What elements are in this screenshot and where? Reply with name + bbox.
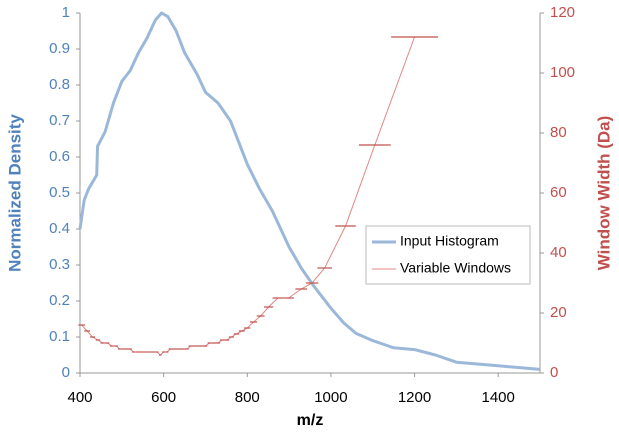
y-tick-label: 0.7 bbox=[49, 112, 70, 129]
y-tick-label: 0.4 bbox=[49, 220, 70, 237]
x-tick-label: 1200 bbox=[398, 389, 431, 406]
y-tick-label: 0.3 bbox=[49, 256, 70, 273]
x-tick-label: 600 bbox=[151, 389, 176, 406]
y2-tick-label: 80 bbox=[550, 124, 567, 141]
x-axis-title: m/z bbox=[297, 412, 324, 429]
x-tick-label: 400 bbox=[67, 389, 92, 406]
legend-box bbox=[365, 225, 531, 285]
x-tick-label: 1400 bbox=[481, 389, 514, 406]
y-tick-label: 0.9 bbox=[49, 40, 70, 57]
legend-label: Variable Windows bbox=[400, 260, 511, 276]
histogram-line bbox=[78, 11, 541, 371]
y2-tick-label: 120 bbox=[550, 4, 575, 21]
x-tick-label: 1000 bbox=[314, 389, 347, 406]
y-tick-label: 0.5 bbox=[49, 184, 70, 201]
y-axis-title: Normalized Density bbox=[5, 114, 24, 272]
x-tick-label: 800 bbox=[235, 389, 260, 406]
y2-tick-label: 20 bbox=[550, 304, 567, 321]
y-tick-label: 0.1 bbox=[49, 328, 70, 345]
y2-axis-title: Window Width (Da) bbox=[594, 116, 613, 271]
y-tick-label: 0.6 bbox=[49, 148, 70, 165]
y2-tick-label: 40 bbox=[550, 244, 567, 261]
y-tick-label: 0.2 bbox=[49, 292, 70, 309]
y-tick-label: 0 bbox=[62, 364, 70, 381]
y2-tick-label: 60 bbox=[550, 184, 567, 201]
y2-tick-label: 0 bbox=[550, 364, 558, 381]
y-tick-label: 0.8 bbox=[49, 76, 70, 93]
y-tick-label: 1 bbox=[62, 4, 70, 21]
legend: Input Histogram Variable Windows bbox=[365, 225, 531, 285]
window-line bbox=[81, 36, 416, 356]
legend-label: Input Histogram bbox=[400, 233, 499, 249]
y2-tick-label: 100 bbox=[550, 64, 575, 81]
